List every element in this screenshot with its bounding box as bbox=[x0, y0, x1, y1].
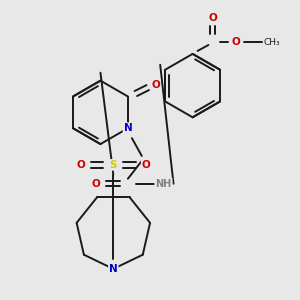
Text: S: S bbox=[110, 160, 117, 170]
Text: O: O bbox=[232, 37, 241, 47]
Text: O: O bbox=[208, 13, 217, 23]
Text: N: N bbox=[124, 123, 132, 133]
Text: N: N bbox=[109, 264, 118, 274]
Text: O: O bbox=[151, 80, 160, 90]
Text: O: O bbox=[76, 160, 85, 170]
Text: O: O bbox=[92, 179, 100, 189]
Text: CH₃: CH₃ bbox=[264, 38, 280, 46]
Text: O: O bbox=[142, 160, 150, 170]
Text: NH: NH bbox=[155, 179, 172, 189]
